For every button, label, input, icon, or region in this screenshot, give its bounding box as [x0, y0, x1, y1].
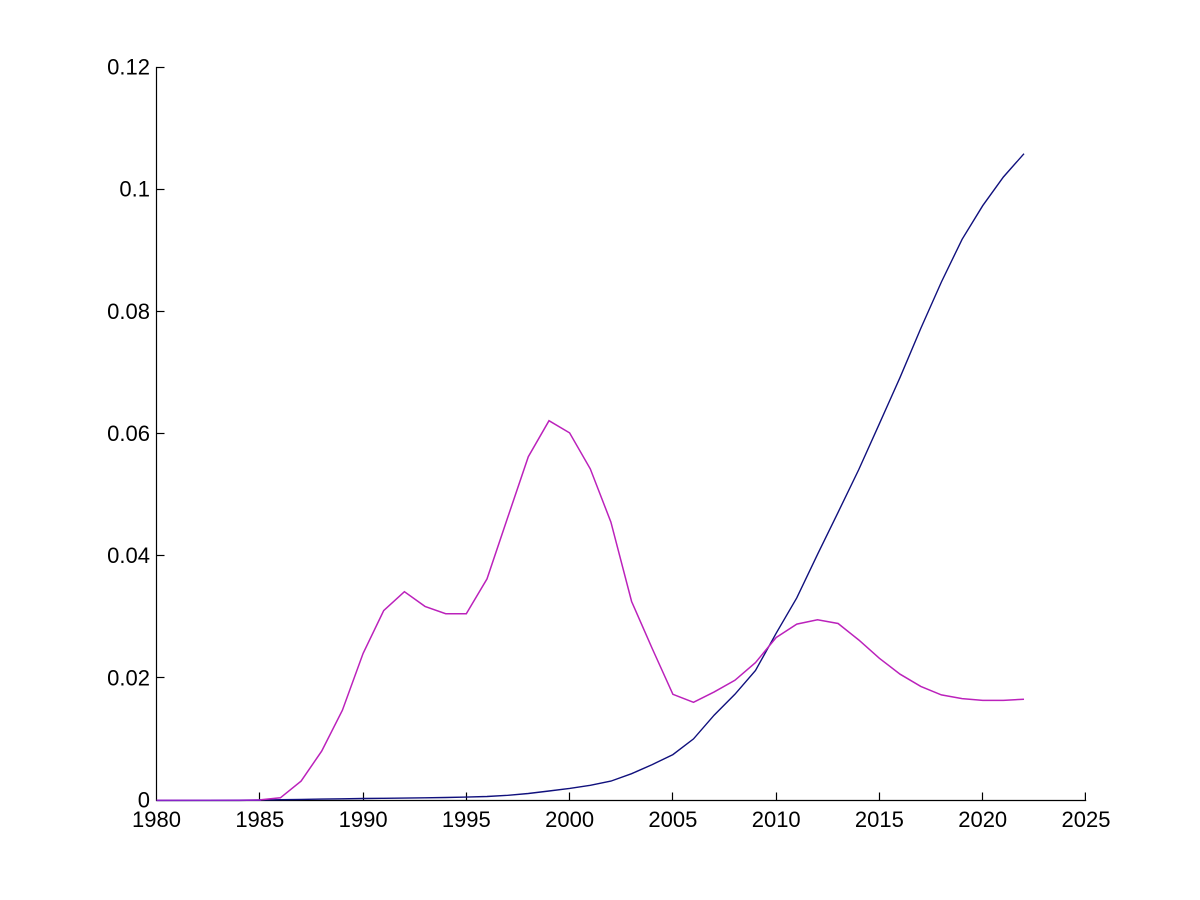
svg-text:0.08: 0.08 — [107, 299, 150, 324]
svg-text:0.02: 0.02 — [107, 665, 150, 690]
svg-text:0.12: 0.12 — [107, 55, 150, 80]
svg-text:2020: 2020 — [958, 807, 1007, 832]
svg-text:1990: 1990 — [339, 807, 388, 832]
svg-text:0: 0 — [138, 788, 150, 813]
svg-text:1985: 1985 — [235, 807, 284, 832]
svg-text:2025: 2025 — [1062, 807, 1111, 832]
svg-text:2010: 2010 — [752, 807, 801, 832]
svg-text:2015: 2015 — [855, 807, 904, 832]
svg-text:0.04: 0.04 — [107, 543, 150, 568]
svg-text:0.06: 0.06 — [107, 421, 150, 446]
svg-text:2000: 2000 — [545, 807, 594, 832]
svg-text:1980: 1980 — [132, 807, 181, 832]
svg-text:1995: 1995 — [442, 807, 491, 832]
svg-text:0.1: 0.1 — [119, 177, 150, 202]
svg-text:2005: 2005 — [648, 807, 697, 832]
